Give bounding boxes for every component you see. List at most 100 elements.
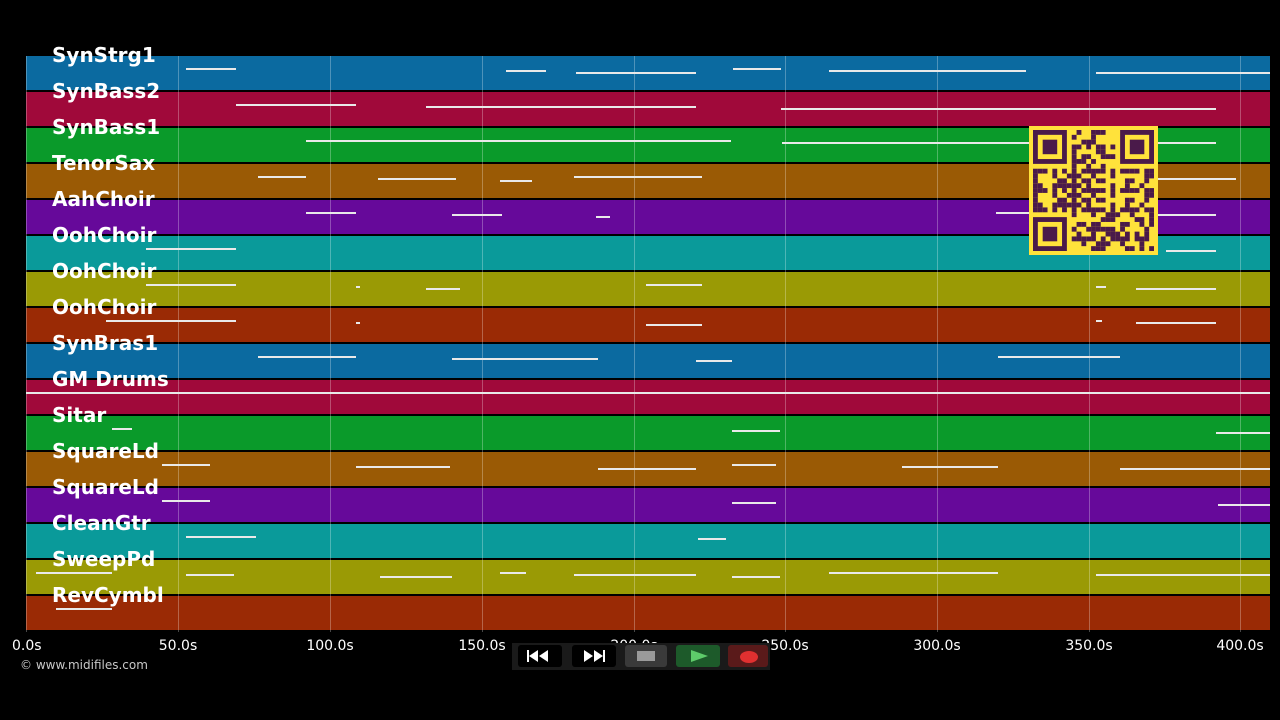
note-mark — [426, 288, 460, 290]
grid-line — [482, 56, 483, 632]
note-mark — [1166, 250, 1216, 252]
grid-line — [785, 56, 786, 632]
track-row[interactable] — [26, 524, 1270, 558]
track-label: SynBass2 — [52, 79, 161, 103]
note-mark — [258, 176, 306, 178]
note-mark — [1136, 322, 1216, 324]
note-mark — [1096, 320, 1102, 322]
record-button[interactable] — [728, 645, 768, 667]
note-mark — [732, 502, 776, 504]
note-mark — [574, 574, 696, 576]
note-mark — [378, 178, 456, 180]
note-mark — [380, 576, 452, 578]
note-mark — [732, 430, 780, 432]
note-mark — [829, 70, 1026, 72]
note-mark — [732, 576, 780, 578]
fast-forward-button[interactable] — [572, 645, 616, 667]
track-row[interactable] — [26, 596, 1270, 630]
note-mark — [732, 464, 776, 466]
track-label: SquareLd — [52, 439, 159, 463]
track-label: AahChoir — [52, 187, 155, 211]
note-mark — [112, 428, 132, 430]
track-label: OohChoir — [52, 259, 157, 283]
note-mark — [500, 180, 532, 182]
note-mark — [356, 286, 360, 288]
qr-code-icon — [1033, 130, 1154, 251]
track-row[interactable] — [26, 344, 1270, 378]
track-row[interactable] — [26, 272, 1270, 306]
note-mark — [426, 106, 696, 108]
note-mark — [596, 216, 610, 218]
note-mark — [598, 468, 696, 470]
note-mark — [306, 140, 731, 142]
note-mark — [186, 574, 234, 576]
time-tick-label: 50.0s — [158, 638, 198, 654]
stop-icon — [637, 651, 655, 661]
note-mark — [236, 104, 356, 106]
note-mark — [1216, 432, 1270, 434]
grid-line — [1240, 56, 1241, 632]
stop-button[interactable] — [625, 645, 667, 667]
note-mark — [186, 536, 256, 538]
note-mark — [733, 68, 781, 70]
grid-line — [330, 56, 331, 632]
note-mark — [146, 284, 236, 286]
time-tick-label: 250.0s — [761, 638, 809, 654]
note-mark — [356, 466, 450, 468]
track-label: SweepPd — [52, 547, 156, 571]
grid-line — [937, 56, 938, 632]
track-label: CleanGtr — [52, 511, 151, 535]
note-mark — [698, 538, 726, 540]
note-mark — [106, 320, 236, 322]
track-label: OohChoir — [52, 295, 157, 319]
play-icon — [691, 650, 708, 662]
note-mark — [646, 324, 702, 326]
note-mark — [186, 68, 236, 70]
track-label: SynBass1 — [52, 115, 161, 139]
track-label: GM Drums — [52, 367, 169, 391]
note-mark — [452, 358, 598, 360]
rewind-icon — [527, 650, 548, 662]
note-mark — [1096, 574, 1270, 576]
note-mark — [356, 322, 360, 324]
play-button[interactable] — [676, 645, 720, 667]
track-row[interactable] — [26, 380, 1270, 414]
note-mark — [646, 284, 702, 286]
time-tick-label: 400.0s — [1216, 638, 1264, 654]
record-icon — [740, 651, 758, 663]
track-row[interactable] — [26, 416, 1270, 450]
note-mark — [782, 142, 1216, 144]
copyright-text: © www.midifiles.com — [20, 658, 148, 672]
qr-code — [1029, 126, 1158, 255]
note-mark — [56, 608, 112, 610]
note-mark — [162, 464, 210, 466]
track-row[interactable] — [26, 488, 1270, 522]
time-tick-label: 0.0s — [12, 638, 42, 654]
note-mark — [574, 176, 702, 178]
note-mark — [452, 214, 502, 216]
note-mark — [781, 108, 1216, 110]
note-mark — [506, 70, 546, 72]
note-mark — [1156, 214, 1216, 216]
track-label: Sitar — [52, 403, 107, 427]
grid-line — [26, 56, 27, 632]
note-mark — [829, 572, 998, 574]
note-mark — [1120, 468, 1270, 470]
note-mark — [576, 72, 696, 74]
track-row[interactable] — [26, 560, 1270, 594]
note-mark — [1218, 504, 1270, 506]
grid-line — [178, 56, 179, 632]
note-mark — [306, 212, 356, 214]
rewind-button[interactable] — [518, 645, 562, 667]
note-mark — [26, 392, 1270, 394]
note-mark — [1096, 286, 1106, 288]
track-label: SynStrg1 — [52, 43, 156, 67]
time-tick-label: 100.0s — [306, 638, 354, 654]
track-label: SquareLd — [52, 475, 159, 499]
time-tick-label: 350.0s — [1065, 638, 1113, 654]
grid-line — [1089, 56, 1090, 632]
note-mark — [1096, 72, 1270, 74]
note-mark — [146, 248, 236, 250]
time-tick-label: 300.0s — [913, 638, 961, 654]
track-label: TenorSax — [52, 151, 156, 175]
